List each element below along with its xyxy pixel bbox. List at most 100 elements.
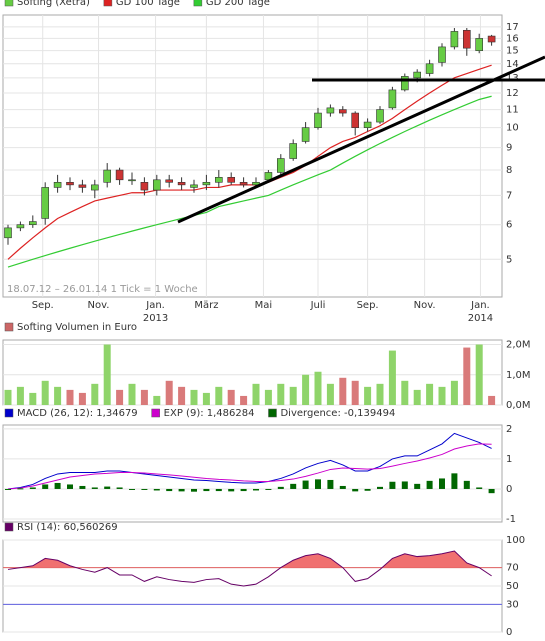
trend-line	[177, 55, 545, 224]
volume-bar	[488, 395, 496, 405]
legend-label: MACD (26, 12): 1,34679	[17, 408, 138, 419]
panel-frame	[2, 14, 503, 298]
legend-swatch	[151, 408, 160, 418]
divergence-bar	[352, 488, 359, 492]
divergence-bar	[91, 487, 98, 489]
candle-body	[301, 127, 310, 142]
candle-body	[128, 179, 136, 182]
legend-label: Softing (Xetra)	[17, 0, 90, 8]
volume-bar	[426, 383, 434, 405]
candle-body	[475, 38, 484, 51]
x-tick-label: Jan.	[470, 300, 490, 311]
y-tick-label: 10	[506, 123, 519, 134]
volume-bar	[450, 380, 458, 405]
overbought-fill	[8, 551, 492, 568]
x-tick-label: Sep.	[32, 300, 54, 311]
divergence-bar	[67, 484, 73, 489]
volume-bar	[388, 350, 396, 405]
candle-body	[276, 158, 285, 173]
candle-body	[388, 89, 397, 109]
divergence-bar	[488, 488, 495, 494]
divergence-bar	[129, 488, 135, 490]
y-tick-label: 15	[506, 46, 519, 57]
divergence-bar	[265, 488, 272, 490]
panel-frame	[2, 424, 503, 523]
divergence-bar	[29, 487, 36, 489]
legend-swatch	[268, 408, 277, 418]
candle-body	[252, 182, 260, 186]
volume-bar	[252, 383, 260, 405]
y-tick-label: 12	[506, 88, 519, 99]
moving-average	[7, 95, 492, 268]
y-tick-label: 30	[506, 599, 519, 610]
volume-bar	[289, 386, 297, 405]
y-tick-label: 1,0M	[506, 370, 531, 381]
volume-bar	[41, 380, 49, 405]
divergence-bar	[54, 482, 61, 489]
candle-body	[66, 182, 74, 186]
divergence-bar	[79, 485, 86, 489]
candle-body	[363, 121, 372, 128]
candle-body	[53, 182, 62, 188]
volume-bar	[140, 389, 148, 405]
divergence-bar	[439, 478, 445, 489]
indicator-line	[7, 550, 492, 587]
divergence-bar	[401, 481, 408, 489]
candle-body	[91, 184, 99, 191]
divergence-bar	[215, 488, 222, 492]
divergence-bar	[315, 479, 321, 489]
divergence-bar	[104, 486, 111, 489]
y-tick-label: 5	[506, 254, 512, 265]
candle-body	[376, 109, 384, 123]
divergence-bar	[5, 488, 11, 490]
trend-lines	[177, 55, 545, 224]
volume-bar	[376, 383, 384, 405]
volume-bar	[54, 386, 62, 405]
volume-bar	[413, 389, 421, 405]
legend-label: EXP (9): 1,486284	[164, 408, 255, 419]
candle-body	[425, 63, 434, 74]
moving-average	[7, 64, 492, 260]
legend-swatch	[4, 408, 14, 418]
volume-bar	[16, 386, 24, 405]
y-tick-label: 0,0M	[506, 400, 531, 411]
y-tick-label: 2	[506, 424, 512, 435]
volume-bar	[264, 389, 272, 405]
volume-bar	[116, 389, 124, 405]
candle-body	[153, 179, 161, 191]
x-tick-label: Mai	[255, 300, 273, 311]
divergence-bar	[17, 488, 24, 490]
volume-bar	[339, 377, 347, 405]
divergence-bar	[426, 480, 433, 489]
legend-label: GD 200 Tage	[206, 0, 270, 8]
candle-body	[140, 182, 149, 191]
y-tick-label: 2,0M	[506, 340, 531, 351]
volume-bar	[326, 383, 334, 405]
volume-bar	[227, 389, 235, 405]
candle-body	[115, 169, 124, 181]
candle-body	[487, 35, 496, 43]
candle-body	[338, 109, 347, 114]
divergence-bar	[153, 488, 160, 491]
y-tick-label: 0	[506, 627, 512, 638]
volume-bar	[78, 392, 86, 405]
legend-label: Divergence: -0,139494	[280, 408, 395, 419]
divergence-bar	[240, 488, 247, 492]
candle-body	[4, 227, 12, 239]
divergence-bar	[253, 488, 259, 491]
x-tick-label: Nov.	[414, 300, 436, 311]
indicator-line	[7, 432, 492, 490]
volume-bar	[364, 386, 372, 405]
legend-swatch	[193, 0, 203, 7]
divergence-bar	[377, 486, 383, 489]
x-tick-label: Jan.	[145, 300, 165, 311]
divergence-bar	[191, 488, 197, 492]
divergence-bar	[178, 488, 185, 492]
legend-swatch	[4, 522, 14, 532]
legend-swatch	[103, 0, 113, 7]
candle-body	[28, 221, 37, 225]
candle-body	[239, 182, 248, 186]
x-tick-label: Nov.	[88, 300, 110, 311]
volume-bar	[314, 371, 322, 405]
x-year-label: 2014	[468, 313, 493, 324]
